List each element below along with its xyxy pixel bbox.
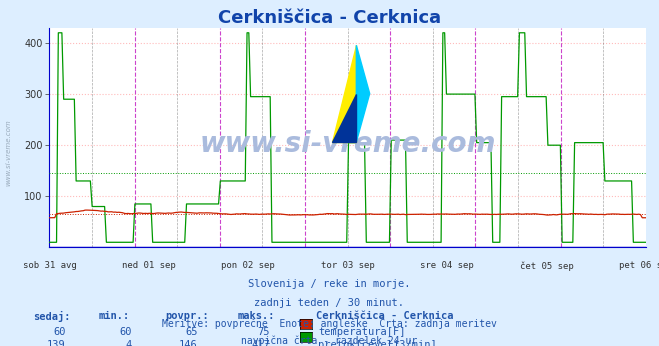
Polygon shape: [331, 94, 357, 142]
Text: sob 31 avg: sob 31 avg: [22, 261, 76, 270]
Text: 417: 417: [252, 340, 270, 346]
Text: min.:: min.:: [99, 311, 130, 321]
Text: temperatura[F]: temperatura[F]: [318, 327, 406, 337]
Text: 146: 146: [179, 340, 198, 346]
Text: Cerkniščica - Cerknica: Cerkniščica - Cerknica: [316, 311, 454, 321]
Text: tor 03 sep: tor 03 sep: [321, 261, 374, 270]
Text: pon 02 sep: pon 02 sep: [221, 261, 275, 270]
Polygon shape: [357, 45, 370, 142]
Polygon shape: [331, 45, 357, 142]
Text: pet 06 sep: pet 06 sep: [619, 261, 659, 270]
Text: 75: 75: [258, 327, 270, 337]
Text: 139: 139: [47, 340, 66, 346]
Text: zadnji teden / 30 minut.: zadnji teden / 30 minut.: [254, 298, 405, 308]
Text: 60: 60: [53, 327, 66, 337]
Text: pretok[čevelj3/min]: pretok[čevelj3/min]: [318, 340, 437, 346]
Text: maks.:: maks.:: [237, 311, 275, 321]
Text: Cerkniščica - Cerknica: Cerkniščica - Cerknica: [218, 9, 441, 27]
Text: Meritve: povprečne  Enote: angleške  Črta: zadnja meritev: Meritve: povprečne Enote: angleške Črta:…: [162, 317, 497, 329]
Text: ned 01 sep: ned 01 sep: [122, 261, 176, 270]
Text: 65: 65: [185, 327, 198, 337]
Text: 60: 60: [119, 327, 132, 337]
Text: sedaj:: sedaj:: [33, 311, 71, 322]
Text: sre 04 sep: sre 04 sep: [420, 261, 474, 270]
Text: navpična črta - razdelek 24 ur: navpična črta - razdelek 24 ur: [241, 336, 418, 346]
Text: povpr.:: povpr.:: [165, 311, 208, 321]
Text: www.si-vreme.com: www.si-vreme.com: [200, 130, 496, 158]
Text: Slovenija / reke in morje.: Slovenija / reke in morje.: [248, 279, 411, 289]
Text: 4: 4: [126, 340, 132, 346]
Text: www.si-vreme.com: www.si-vreme.com: [5, 119, 11, 185]
Text: čet 05 sep: čet 05 sep: [519, 261, 573, 271]
